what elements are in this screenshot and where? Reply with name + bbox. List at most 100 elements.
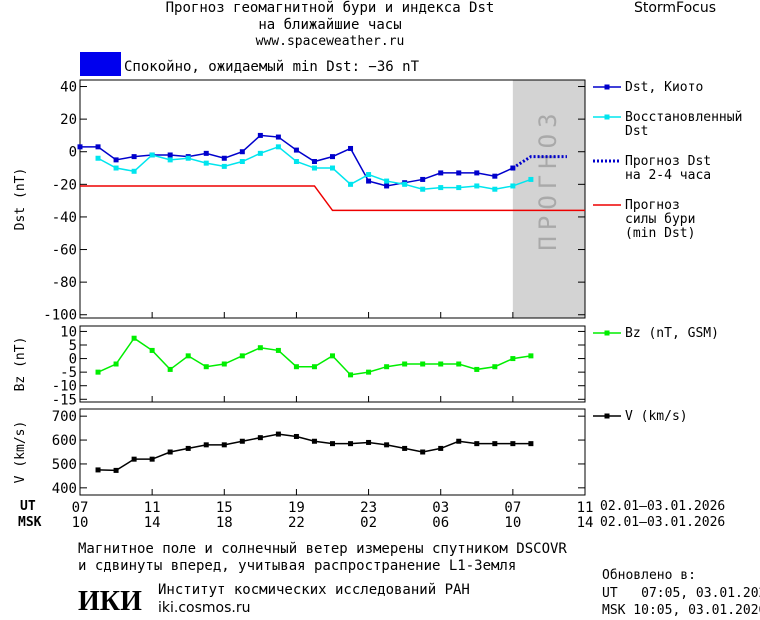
marker — [131, 335, 137, 341]
marker — [95, 369, 101, 375]
marker — [330, 165, 335, 171]
marker — [366, 439, 372, 445]
marker — [311, 159, 317, 165]
status: Спокойно, ожидаемый min Dst: −36 nT — [124, 59, 420, 75]
y-tick-label: 0 — [69, 145, 77, 161]
marker — [239, 159, 245, 165]
marker — [510, 183, 516, 189]
forecast-label: ПРОГНОЗ — [534, 107, 562, 250]
marker — [221, 163, 227, 169]
marker — [149, 456, 155, 462]
y-tick-label: 400 — [52, 481, 77, 497]
x-tick-label: 19 — [288, 500, 305, 516]
y-tick-label: 40 — [60, 80, 77, 96]
marker — [257, 132, 263, 138]
y-tick-label: 5 — [69, 338, 77, 354]
forecast-region — [512, 80, 585, 318]
x2-tick-label: 22 — [288, 515, 305, 531]
marker — [185, 445, 191, 451]
marker — [402, 181, 408, 187]
marker — [438, 185, 444, 191]
marker — [293, 159, 299, 165]
status-swatch — [80, 52, 121, 76]
y-tick-label: -5 — [60, 365, 77, 381]
marker — [528, 353, 534, 359]
marker — [131, 168, 137, 174]
marker — [366, 369, 372, 375]
legend-marker — [604, 114, 610, 120]
x2-tick-label: 02 — [360, 515, 377, 531]
marker — [438, 170, 444, 176]
panel-frame — [79, 325, 586, 403]
updated: UT 07:05, 03.01.2026 — [602, 586, 760, 601]
marker — [221, 361, 227, 367]
x-label: UT — [20, 499, 36, 514]
marker — [203, 160, 209, 166]
panel-frame — [79, 79, 586, 319]
marker — [330, 353, 335, 359]
marker — [95, 467, 101, 473]
marker — [77, 144, 83, 150]
x2-tick-label: 06 — [432, 515, 449, 531]
marker — [221, 155, 227, 161]
marker — [221, 442, 227, 448]
note: и сдвинуты вперед, учитывая распростране… — [78, 558, 516, 574]
marker — [149, 347, 155, 353]
marker — [95, 144, 101, 150]
legend-label: Прогноз Dst на 2-4 часа — [625, 154, 711, 183]
marker — [275, 431, 281, 437]
marker — [348, 372, 354, 378]
marker — [330, 441, 335, 447]
marker — [492, 441, 498, 447]
legend-label: Прогноз силы бури (min Dst) — [625, 198, 695, 241]
marker — [257, 150, 263, 156]
y-tick-label: -15 — [52, 392, 77, 408]
marker — [456, 438, 462, 444]
marker — [528, 176, 534, 182]
marker — [257, 435, 263, 441]
marker — [384, 178, 390, 184]
panel-frame — [79, 408, 586, 496]
marker — [185, 155, 191, 161]
y-axis-label: V (km/s) — [13, 421, 28, 484]
marker — [456, 185, 462, 191]
marker — [293, 364, 299, 370]
marker — [510, 441, 516, 447]
marker — [239, 438, 245, 444]
marker — [257, 345, 263, 351]
x2-tick-label: 10 — [72, 515, 89, 531]
marker — [330, 154, 335, 160]
x-tick-label: 03 — [432, 500, 449, 516]
legend-label: V (km/s) — [625, 409, 688, 424]
marker — [474, 170, 480, 176]
legend-label: Восстановленный Dst — [625, 110, 742, 139]
marker — [311, 165, 317, 171]
marker — [185, 353, 191, 359]
marker — [420, 449, 426, 455]
y-tick-label: 500 — [52, 457, 77, 473]
legend-label: Bz (nT, GSM) — [625, 326, 719, 341]
marker — [293, 433, 299, 439]
marker — [456, 170, 462, 176]
y-tick-label: 20 — [60, 112, 77, 128]
x2-tick-label: 14 — [577, 515, 594, 531]
marker — [366, 172, 372, 178]
marker — [203, 442, 209, 448]
marker — [239, 353, 245, 359]
marker — [131, 456, 137, 462]
date-range: 02.01–03.01.2026 — [600, 515, 725, 530]
marker — [293, 147, 299, 153]
y-tick-label: -40 — [52, 210, 77, 226]
marker — [474, 441, 480, 447]
marker — [420, 361, 426, 367]
marker — [438, 445, 444, 451]
marker — [348, 441, 354, 447]
x2-tick-label: 10 — [504, 515, 521, 531]
marker — [384, 364, 390, 370]
x2-tick-label: 14 — [144, 515, 161, 531]
marker — [438, 361, 444, 367]
marker — [492, 173, 498, 179]
x-tick-label: 07 — [72, 500, 89, 516]
marker — [348, 145, 354, 151]
marker — [402, 361, 408, 367]
